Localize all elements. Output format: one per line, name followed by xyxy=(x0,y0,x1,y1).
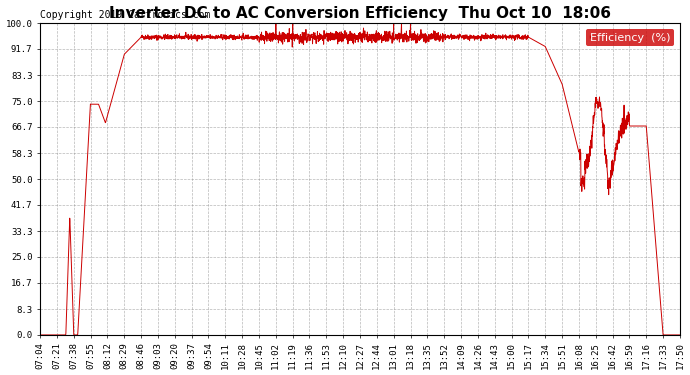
Title: Inverter DC to AC Conversion Efficiency  Thu Oct 10  18:06: Inverter DC to AC Conversion Efficiency … xyxy=(109,6,611,21)
Legend: Efficiency  (%): Efficiency (%) xyxy=(586,28,674,46)
Text: Copyright 2019 Cartronics.com: Copyright 2019 Cartronics.com xyxy=(40,10,210,20)
